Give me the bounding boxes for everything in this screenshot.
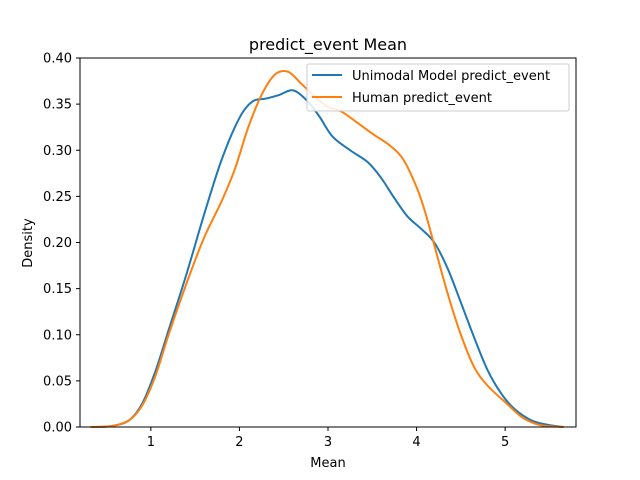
legend: Unimodal Model predict_event Human predi… xyxy=(306,63,570,112)
series-line-0 xyxy=(90,89,564,428)
x-tick-label: 3 xyxy=(324,435,332,450)
y-tick-label: 0.35 xyxy=(43,98,72,113)
x-tick-label: 4 xyxy=(412,435,420,450)
y-tick-label: 0.00 xyxy=(43,421,72,436)
x-tick-label: 2 xyxy=(235,435,243,450)
y-tick-label: 0.40 xyxy=(43,52,72,67)
y-axis-ticks: 0.00 0.05 0.10 0.15 0.20 0.25 0.30 0.35 0.40 xyxy=(43,52,80,436)
y-tick-label: 0.25 xyxy=(43,190,72,205)
x-axis-label: Mean xyxy=(310,456,345,471)
legend-label-unimodal: Unimodal Model predict_event xyxy=(352,69,550,84)
legend-label-human: Human predict_event xyxy=(352,91,492,106)
y-tick-label: 0.15 xyxy=(43,282,72,297)
chart-title: predict_event Mean xyxy=(249,35,407,55)
y-tick-label: 0.05 xyxy=(43,374,72,389)
x-axis-ticks: 1 2 3 4 5 xyxy=(147,427,509,450)
y-axis-label: Density xyxy=(21,218,36,268)
x-tick-label: 1 xyxy=(147,435,155,450)
x-tick-label: 5 xyxy=(501,435,509,450)
legend-box xyxy=(306,63,570,112)
y-tick-label: 0.20 xyxy=(43,236,72,251)
y-tick-label: 0.30 xyxy=(43,144,72,159)
y-tick-label: 0.10 xyxy=(43,328,72,343)
